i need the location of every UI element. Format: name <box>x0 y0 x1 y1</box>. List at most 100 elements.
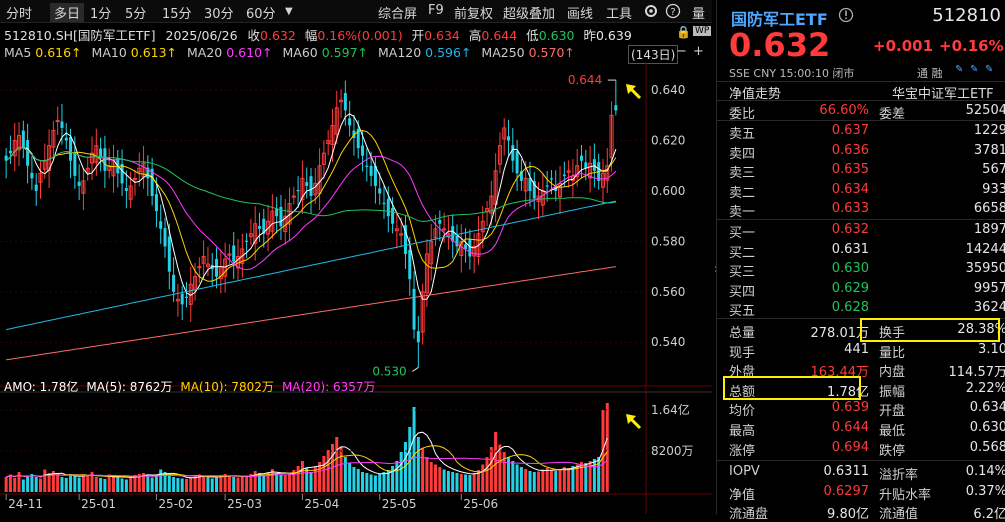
stat-row[interactable]: 总量 278.01万 换手 28.38% <box>729 320 1005 341</box>
plus-icon[interactable]: + <box>693 44 704 59</box>
help-icon[interactable]: ? <box>665 3 681 23</box>
tab-multiday[interactable]: 多日 <box>50 3 85 22</box>
amo-bar <box>322 456 326 492</box>
info-icon[interactable] <box>838 7 854 27</box>
candle-body <box>64 137 68 141</box>
sell-level-row[interactable]: 卖五 0.637 1229 <box>729 121 1005 142</box>
pencil-icon[interactable]: ✎ <box>970 64 979 75</box>
sell-level-label: 卖一 <box>729 205 756 221</box>
amo-bar <box>459 474 463 492</box>
order-ratio-row: 委比 66.60% 委差 52504 <box>729 101 1005 122</box>
ma5-value: 0.616↑ <box>35 45 82 60</box>
amo-bar <box>558 469 562 492</box>
sell-price: 0.634 <box>831 181 869 197</box>
kline-chart[interactable]: 0.640 0.620 0.600 0.580 0.560 0.540 0.644 0.530… <box>0 62 712 514</box>
amo-bar <box>86 475 90 492</box>
amo-bar <box>47 473 51 492</box>
sell-level-row[interactable]: 卖四 0.636 3781 <box>729 141 1005 162</box>
stat-row[interactable]: 最高 0.644 最低 0.630 <box>729 418 1005 439</box>
tab-30min[interactable]: 30分 <box>204 7 234 22</box>
tab-intraday[interactable]: 分时 <box>6 7 33 22</box>
buy-level-row[interactable]: 买三 0.630 35950 <box>729 259 1005 280</box>
wp-icon[interactable]: WP <box>693 26 712 36</box>
amo-bar <box>189 477 193 492</box>
share-icon[interactable]: ✎ <box>985 64 994 75</box>
amo-axis-label: 1.64亿 <box>651 402 690 417</box>
triangle-down-icon[interactable]: ▼ <box>285 6 293 17</box>
tab-5min[interactable]: 5分 <box>125 7 147 22</box>
amo-legend-item: MA(20): 6357万 <box>282 380 376 394</box>
fund-stat-row[interactable]: IOPV 0.6311 溢折率 0.14% <box>729 462 1005 483</box>
stat-row[interactable]: 均价 0.639 开盘 0.634 <box>729 398 1005 419</box>
buy-volume: 14244 <box>965 241 1005 257</box>
candle-body <box>205 263 210 267</box>
amo-bar <box>511 461 515 492</box>
tab-1min[interactable]: 1分 <box>90 7 112 22</box>
ma20-value: 0.610↑ <box>226 45 273 60</box>
forward-adjust-button[interactable]: 前复权 <box>454 7 494 22</box>
stat-row[interactable]: 总额 1.78亿 振幅 2.22% <box>729 379 1005 400</box>
fund-stat-row[interactable]: 流通盘 9.80亿 流通值 6.2亿 <box>729 501 1005 522</box>
sell-level-row[interactable]: 卖三 0.635 567 <box>729 160 1005 181</box>
ma120-line <box>5 200 617 331</box>
buy-level-label: 买五 <box>729 304 756 320</box>
amo-bar <box>369 474 373 492</box>
amo-bar <box>270 469 274 492</box>
candle-body <box>433 228 438 239</box>
volume-label[interactable]: 量 <box>692 7 706 22</box>
stat-label: 升贴水率 <box>879 487 932 503</box>
draw-line-button[interactable]: 画线 <box>567 7 594 22</box>
candle-body <box>275 208 279 217</box>
lock-icon[interactable]: 🔒 <box>676 25 691 39</box>
minus-icon[interactable]: − <box>676 44 687 59</box>
candle-body <box>562 174 566 176</box>
stat-row[interactable]: 涨停 0.694 跌停 0.568 <box>729 438 1005 459</box>
stat-value: 0.694 <box>831 439 869 455</box>
candle-body <box>17 135 22 151</box>
candle-body <box>321 152 326 165</box>
tools-button[interactable]: 工具 <box>606 7 633 22</box>
super-overlay-button[interactable]: 超级叠加 <box>503 7 556 22</box>
amo-bar <box>519 467 523 492</box>
price-axis-label: 0.640 <box>651 83 685 97</box>
day-count-label[interactable]: (143日) <box>628 45 679 64</box>
amo-bar <box>240 476 244 492</box>
stat-value: 0.639 <box>831 400 869 416</box>
candle-body <box>77 181 81 186</box>
settings-icon[interactable] <box>643 3 659 23</box>
sell-level-row[interactable]: 卖二 0.634 933 <box>729 180 1005 201</box>
nav-trend-tab[interactable]: 净值走势 <box>729 87 782 102</box>
amo-bar <box>489 447 493 492</box>
amo-bar <box>528 471 532 492</box>
amo-bar <box>8 474 12 492</box>
buy-level-row[interactable]: 买一 0.632 1897 <box>729 220 1005 241</box>
stat-label: 跌停 <box>879 443 906 459</box>
amo-bar <box>584 463 588 492</box>
combined-screen-button[interactable]: 综合屏 <box>378 7 418 22</box>
stat-label: 溢折率 <box>879 468 919 483</box>
amo-bar <box>348 463 352 492</box>
fund-stat-row[interactable]: 净值 0.6297 升贴水率 0.37% <box>729 482 1005 503</box>
tab-15min[interactable]: 15分 <box>162 7 192 22</box>
sell-level-row[interactable]: 卖一 0.633 6658 <box>729 199 1005 221</box>
candle-body <box>523 177 528 192</box>
edit-icon[interactable]: ✎ <box>955 64 964 75</box>
buy-level-row[interactable]: 买四 0.629 9957 <box>729 279 1005 300</box>
amo-bar <box>124 479 128 492</box>
amo-bar <box>116 477 120 492</box>
candle-body <box>369 165 373 176</box>
candle-body <box>150 168 154 197</box>
f9-button[interactable]: F9 <box>428 3 444 18</box>
tab-60min[interactable]: 60分 <box>246 7 276 22</box>
candle-body <box>609 114 614 159</box>
ma-legend: MA5 0.616↑ MA10 0.613↑ MA20 0.610↑ MA60 … <box>4 45 575 60</box>
candle-body <box>154 194 158 212</box>
amo-bar <box>99 478 103 492</box>
price-axis-label: 0.620 <box>651 134 685 148</box>
amo-bar <box>318 462 322 492</box>
buy-level-row[interactable]: 买二 0.631 14244 <box>729 240 1005 261</box>
amo-bar <box>434 464 438 492</box>
buy-level-row[interactable]: 买五 0.628 3624 <box>729 298 1005 320</box>
stat-row[interactable]: 现手 441 量比 3.10 <box>729 340 1005 361</box>
candle-body <box>94 145 99 163</box>
